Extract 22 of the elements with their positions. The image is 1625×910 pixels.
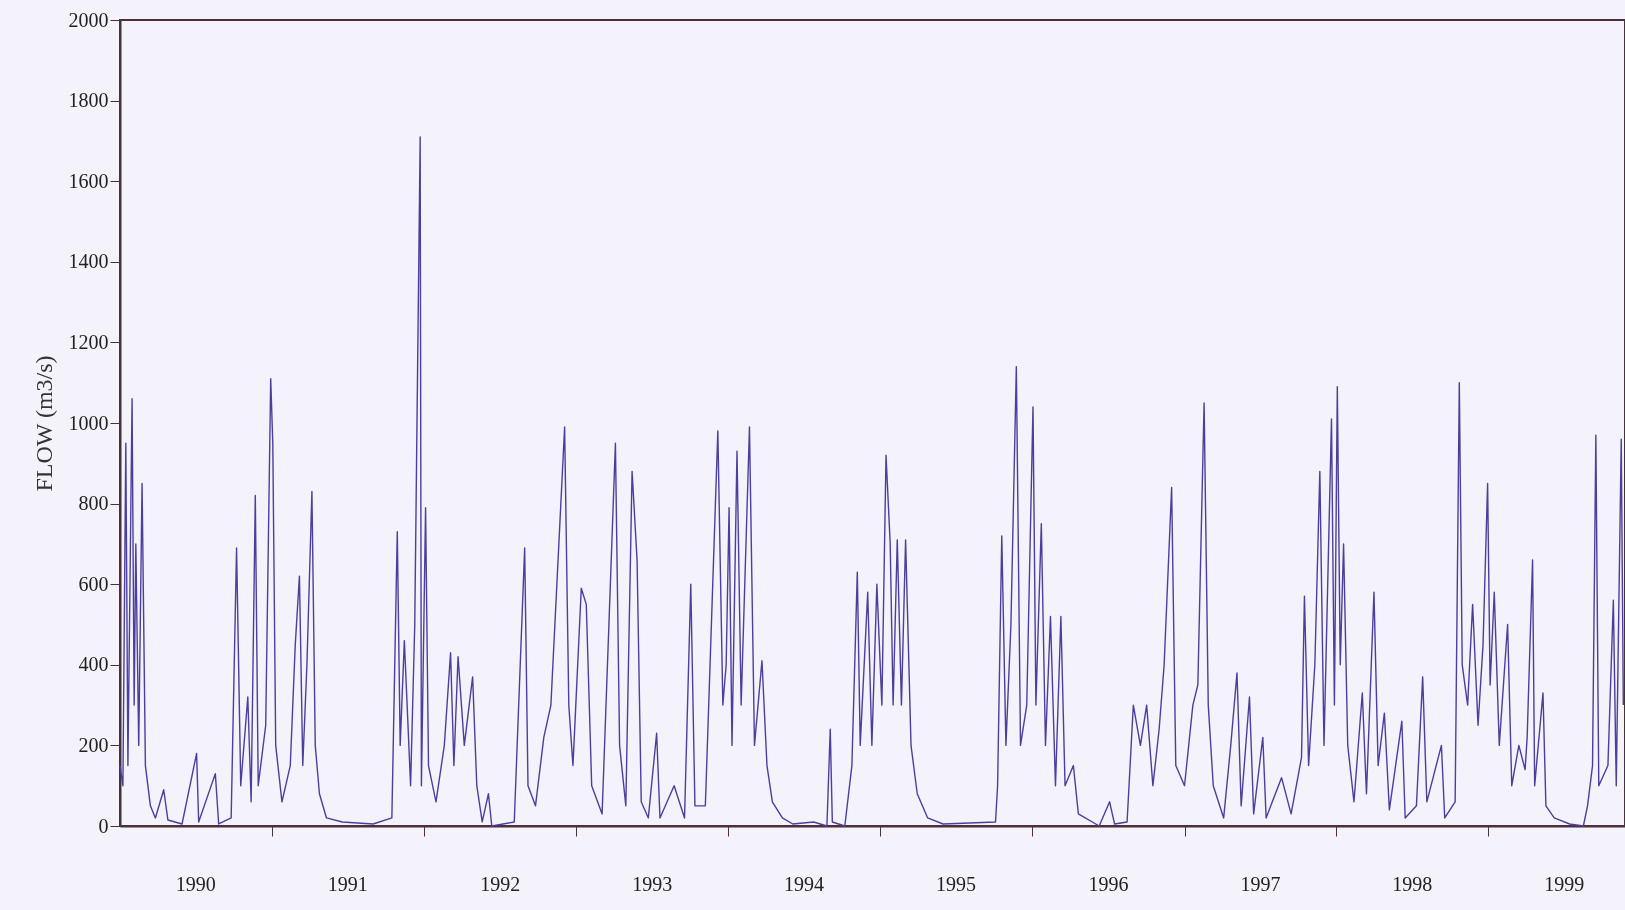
x-tick-label: 1991 (327, 872, 368, 895)
x-tick-label: 1996 (1088, 872, 1129, 895)
y-axis-title: FLOW (m3/s) (30, 355, 57, 492)
x-tick-label: 1994 (784, 872, 825, 895)
y-tick-label: 2000 (68, 8, 109, 31)
y-tick-label: 1000 (68, 411, 109, 434)
y-tick-label: 800 (78, 492, 109, 515)
x-tick-label: 1999 (1544, 872, 1585, 895)
y-tick-label: 200 (78, 733, 109, 756)
y-tick-label: 1800 (68, 89, 109, 112)
x-tick-label: 1997 (1240, 872, 1281, 895)
y-tick-label: 0 (98, 814, 109, 837)
x-tick-label: 1990 (175, 872, 216, 895)
y-tick-label: 400 (78, 653, 109, 676)
y-tick-label: 1400 (68, 250, 109, 273)
y-tick-label: 1200 (68, 330, 109, 353)
y-tick-label: 600 (78, 572, 109, 595)
y-tick-label: 1600 (68, 169, 109, 192)
x-tick-label: 1998 (1392, 872, 1433, 895)
x-tick-label: 1992 (480, 872, 521, 895)
x-tick-label: 1995 (936, 872, 977, 895)
x-tick-label: 1993 (632, 872, 673, 895)
